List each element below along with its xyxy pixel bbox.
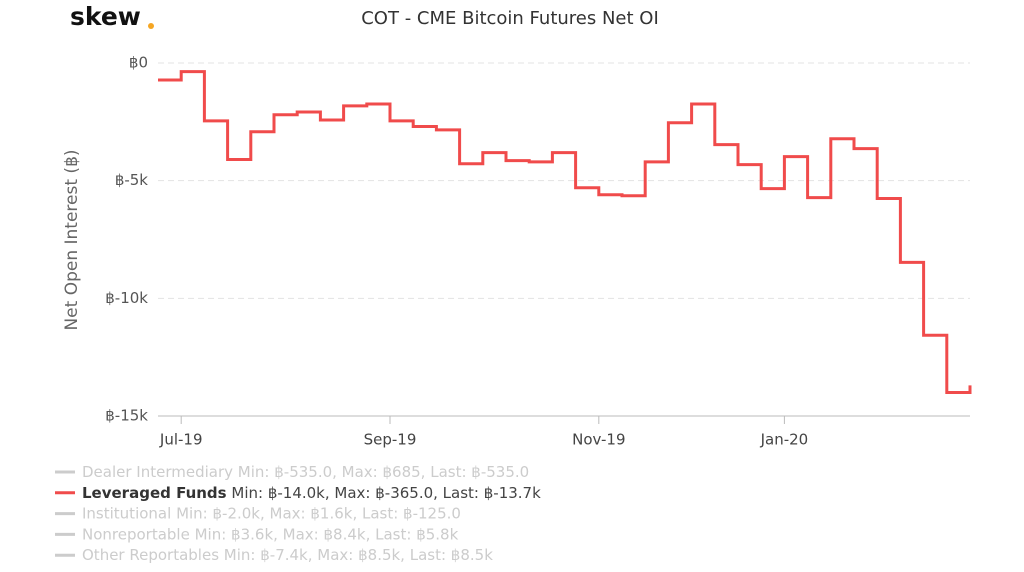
y-tick-label: ฿-10k — [105, 289, 148, 307]
legend-item: Other Reportables Min: ฿-7.4k, Max: ฿8.5… — [82, 546, 493, 564]
legend-stats: Min: ฿-535.0, Max: ฿685, Last: ฿-535.0 — [238, 463, 529, 481]
x-tick-label: Sep-19 — [364, 431, 417, 449]
x-tick-label: Jan-20 — [760, 431, 809, 449]
y-tick-label: ฿-15k — [105, 407, 148, 425]
y-tick-label: ฿0 — [129, 54, 148, 72]
legend-name: Other Reportables — [82, 546, 219, 564]
chart-title: COT - CME Bitcoin Futures Net OI — [361, 8, 659, 29]
legend-item: Leveraged Funds Min: ฿-14.0k, Max: ฿-365… — [82, 483, 541, 501]
legend-item: Institutional Min: ฿-2.0k, Max: ฿1.6k, L… — [82, 504, 461, 522]
legend-stats: Min: ฿-2.0k, Max: ฿1.6k, Last: ฿-125.0 — [176, 504, 461, 522]
x-tick-label: Jul-19 — [159, 431, 203, 449]
brand-dot — [148, 23, 154, 29]
legend-stats: Min: ฿-7.4k, Max: ฿8.5k, Last: ฿8.5k — [224, 546, 493, 564]
legend-name: Nonreportable — [82, 525, 190, 543]
legend-name: Dealer Intermediary — [82, 463, 233, 481]
legend-name: Leveraged Funds — [82, 483, 227, 501]
legend-stats: Min: ฿-14.0k, Max: ฿-365.0, Last: ฿-13.7… — [231, 483, 541, 501]
x-tick-label: Nov-19 — [572, 431, 625, 449]
legend-item: Dealer Intermediary Min: ฿-535.0, Max: ฿… — [82, 463, 529, 481]
legend-stats: Min: ฿3.6k, Max: ฿8.4k, Last: ฿5.8k — [195, 525, 459, 543]
brand-logo: skew — [70, 2, 141, 31]
legend-name: Institutional — [82, 504, 171, 522]
y-tick-label: ฿-5k — [115, 171, 148, 189]
legend-item: Nonreportable Min: ฿3.6k, Max: ฿8.4k, La… — [82, 525, 459, 543]
y-axis-label: Net Open Interest (฿) — [62, 149, 82, 330]
series-line — [158, 70, 972, 394]
